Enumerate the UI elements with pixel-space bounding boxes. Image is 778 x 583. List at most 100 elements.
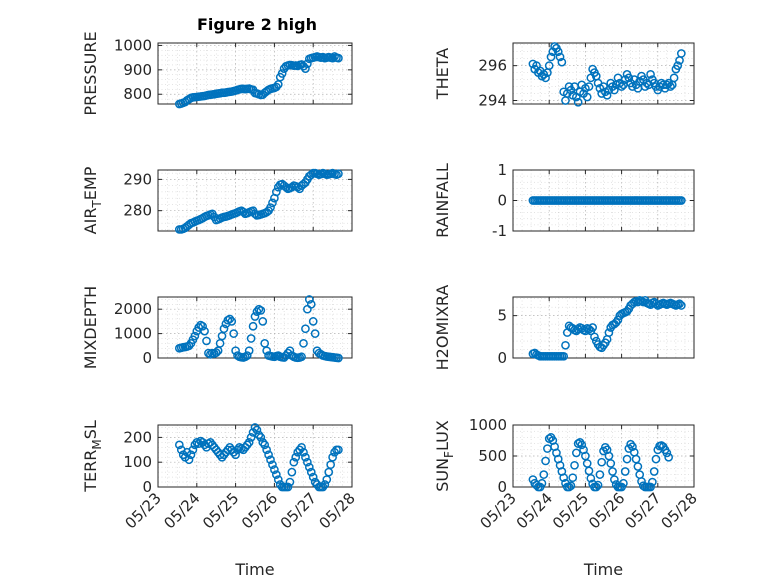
subplot-airtemp: 280 290 AIRTEMP <box>81 166 353 234</box>
data-point <box>242 440 252 450</box>
data-point <box>252 425 262 435</box>
y-label-tail: LUX <box>433 420 452 451</box>
data-point <box>174 440 184 450</box>
data-point <box>202 336 211 346</box>
y-tick-label: 1000 <box>114 325 152 343</box>
data-point <box>572 448 581 458</box>
y-tick-label: -1 <box>492 222 507 240</box>
data-point <box>622 454 632 464</box>
y-label-sub: F <box>442 451 456 458</box>
data-point <box>225 314 235 324</box>
data-point <box>266 203 275 212</box>
y-label-main: TERR <box>81 450 100 493</box>
y-label-sub: M <box>90 439 104 449</box>
data-point <box>271 82 281 92</box>
axes-box <box>157 296 353 359</box>
data-point <box>250 423 260 432</box>
y-tick-label: 290 <box>123 170 152 188</box>
y-tick-label: 296 <box>478 57 507 75</box>
data-point <box>299 339 308 348</box>
data-point <box>564 482 574 492</box>
x-tick-label: 05/27 <box>621 489 664 532</box>
series-points <box>174 423 343 492</box>
data-point <box>242 351 252 360</box>
data-point <box>591 482 601 492</box>
y-tick-label: 0 <box>497 478 507 496</box>
data-point <box>675 299 684 309</box>
y-tick-label: 500 <box>478 447 507 465</box>
data-point <box>559 351 569 361</box>
data-point <box>229 329 239 338</box>
data-point <box>544 61 554 71</box>
data-point <box>227 317 237 326</box>
data-point <box>593 480 603 490</box>
subplot-terrmsl: 010020005/2305/2405/2505/2605/2705/28TER… <box>81 420 359 579</box>
data-point <box>256 433 266 442</box>
data-point <box>310 329 320 338</box>
data-point <box>200 326 209 336</box>
y-axis-label: SUNFLUX <box>433 420 456 492</box>
data-point <box>646 482 655 492</box>
data-point <box>638 297 648 307</box>
data-point <box>186 450 196 460</box>
y-tick-label: 5 <box>497 307 507 325</box>
data-point <box>250 312 260 321</box>
data-point <box>633 462 643 471</box>
data-point <box>308 472 318 482</box>
data-point <box>619 478 628 488</box>
data-point <box>543 444 552 453</box>
data-point <box>617 82 626 91</box>
x-tick-label: 05/24 <box>160 489 203 532</box>
series-points <box>528 196 686 205</box>
y-axis-label: MIXDEPTH <box>81 286 100 369</box>
data-point <box>582 459 592 468</box>
data-point <box>334 445 343 455</box>
data-point <box>244 438 254 447</box>
data-point <box>673 61 683 71</box>
x-tick-label: 05/27 <box>277 489 320 532</box>
data-point <box>328 452 337 462</box>
y-tick-label: 0 <box>497 192 507 210</box>
axes-box <box>157 169 353 232</box>
y-tick-label: 0 <box>142 478 152 496</box>
data-point <box>624 73 634 83</box>
data-point <box>676 301 686 310</box>
subplot-mixdepth: 0 1000 2000 MIXDEPTH <box>81 286 353 369</box>
y-label-main: SUN <box>433 458 452 492</box>
data-point <box>254 430 264 440</box>
data-point <box>304 462 314 472</box>
x-tick-label: 05/24 <box>513 489 556 532</box>
data-point <box>553 47 563 57</box>
data-point <box>320 480 330 489</box>
data-point <box>584 466 594 476</box>
data-point <box>590 332 599 342</box>
data-point <box>595 470 605 479</box>
data-point <box>555 52 565 62</box>
data-point <box>604 328 614 337</box>
data-point <box>285 477 295 487</box>
data-point <box>651 454 661 464</box>
data-point <box>303 59 312 69</box>
data-point <box>666 82 675 91</box>
data-point <box>646 70 655 79</box>
data-point <box>648 477 657 487</box>
data-point <box>570 460 579 470</box>
data-point <box>301 64 310 73</box>
data-point <box>271 187 281 197</box>
data-point <box>334 353 343 363</box>
data-point <box>577 440 587 450</box>
data-point <box>669 73 679 83</box>
x-axis-label: Time <box>583 560 623 579</box>
subplot-h2omixra: 0 5 H2OMIXRA <box>433 285 695 370</box>
data-point <box>541 456 550 466</box>
data-point <box>602 90 612 100</box>
data-point <box>628 442 637 452</box>
data-point <box>539 470 549 479</box>
series-points <box>174 295 343 363</box>
data-point <box>248 321 258 331</box>
data-point <box>334 53 343 63</box>
data-point <box>662 448 672 458</box>
data-point <box>211 348 221 357</box>
data-point <box>231 346 240 356</box>
data-point <box>258 438 268 447</box>
